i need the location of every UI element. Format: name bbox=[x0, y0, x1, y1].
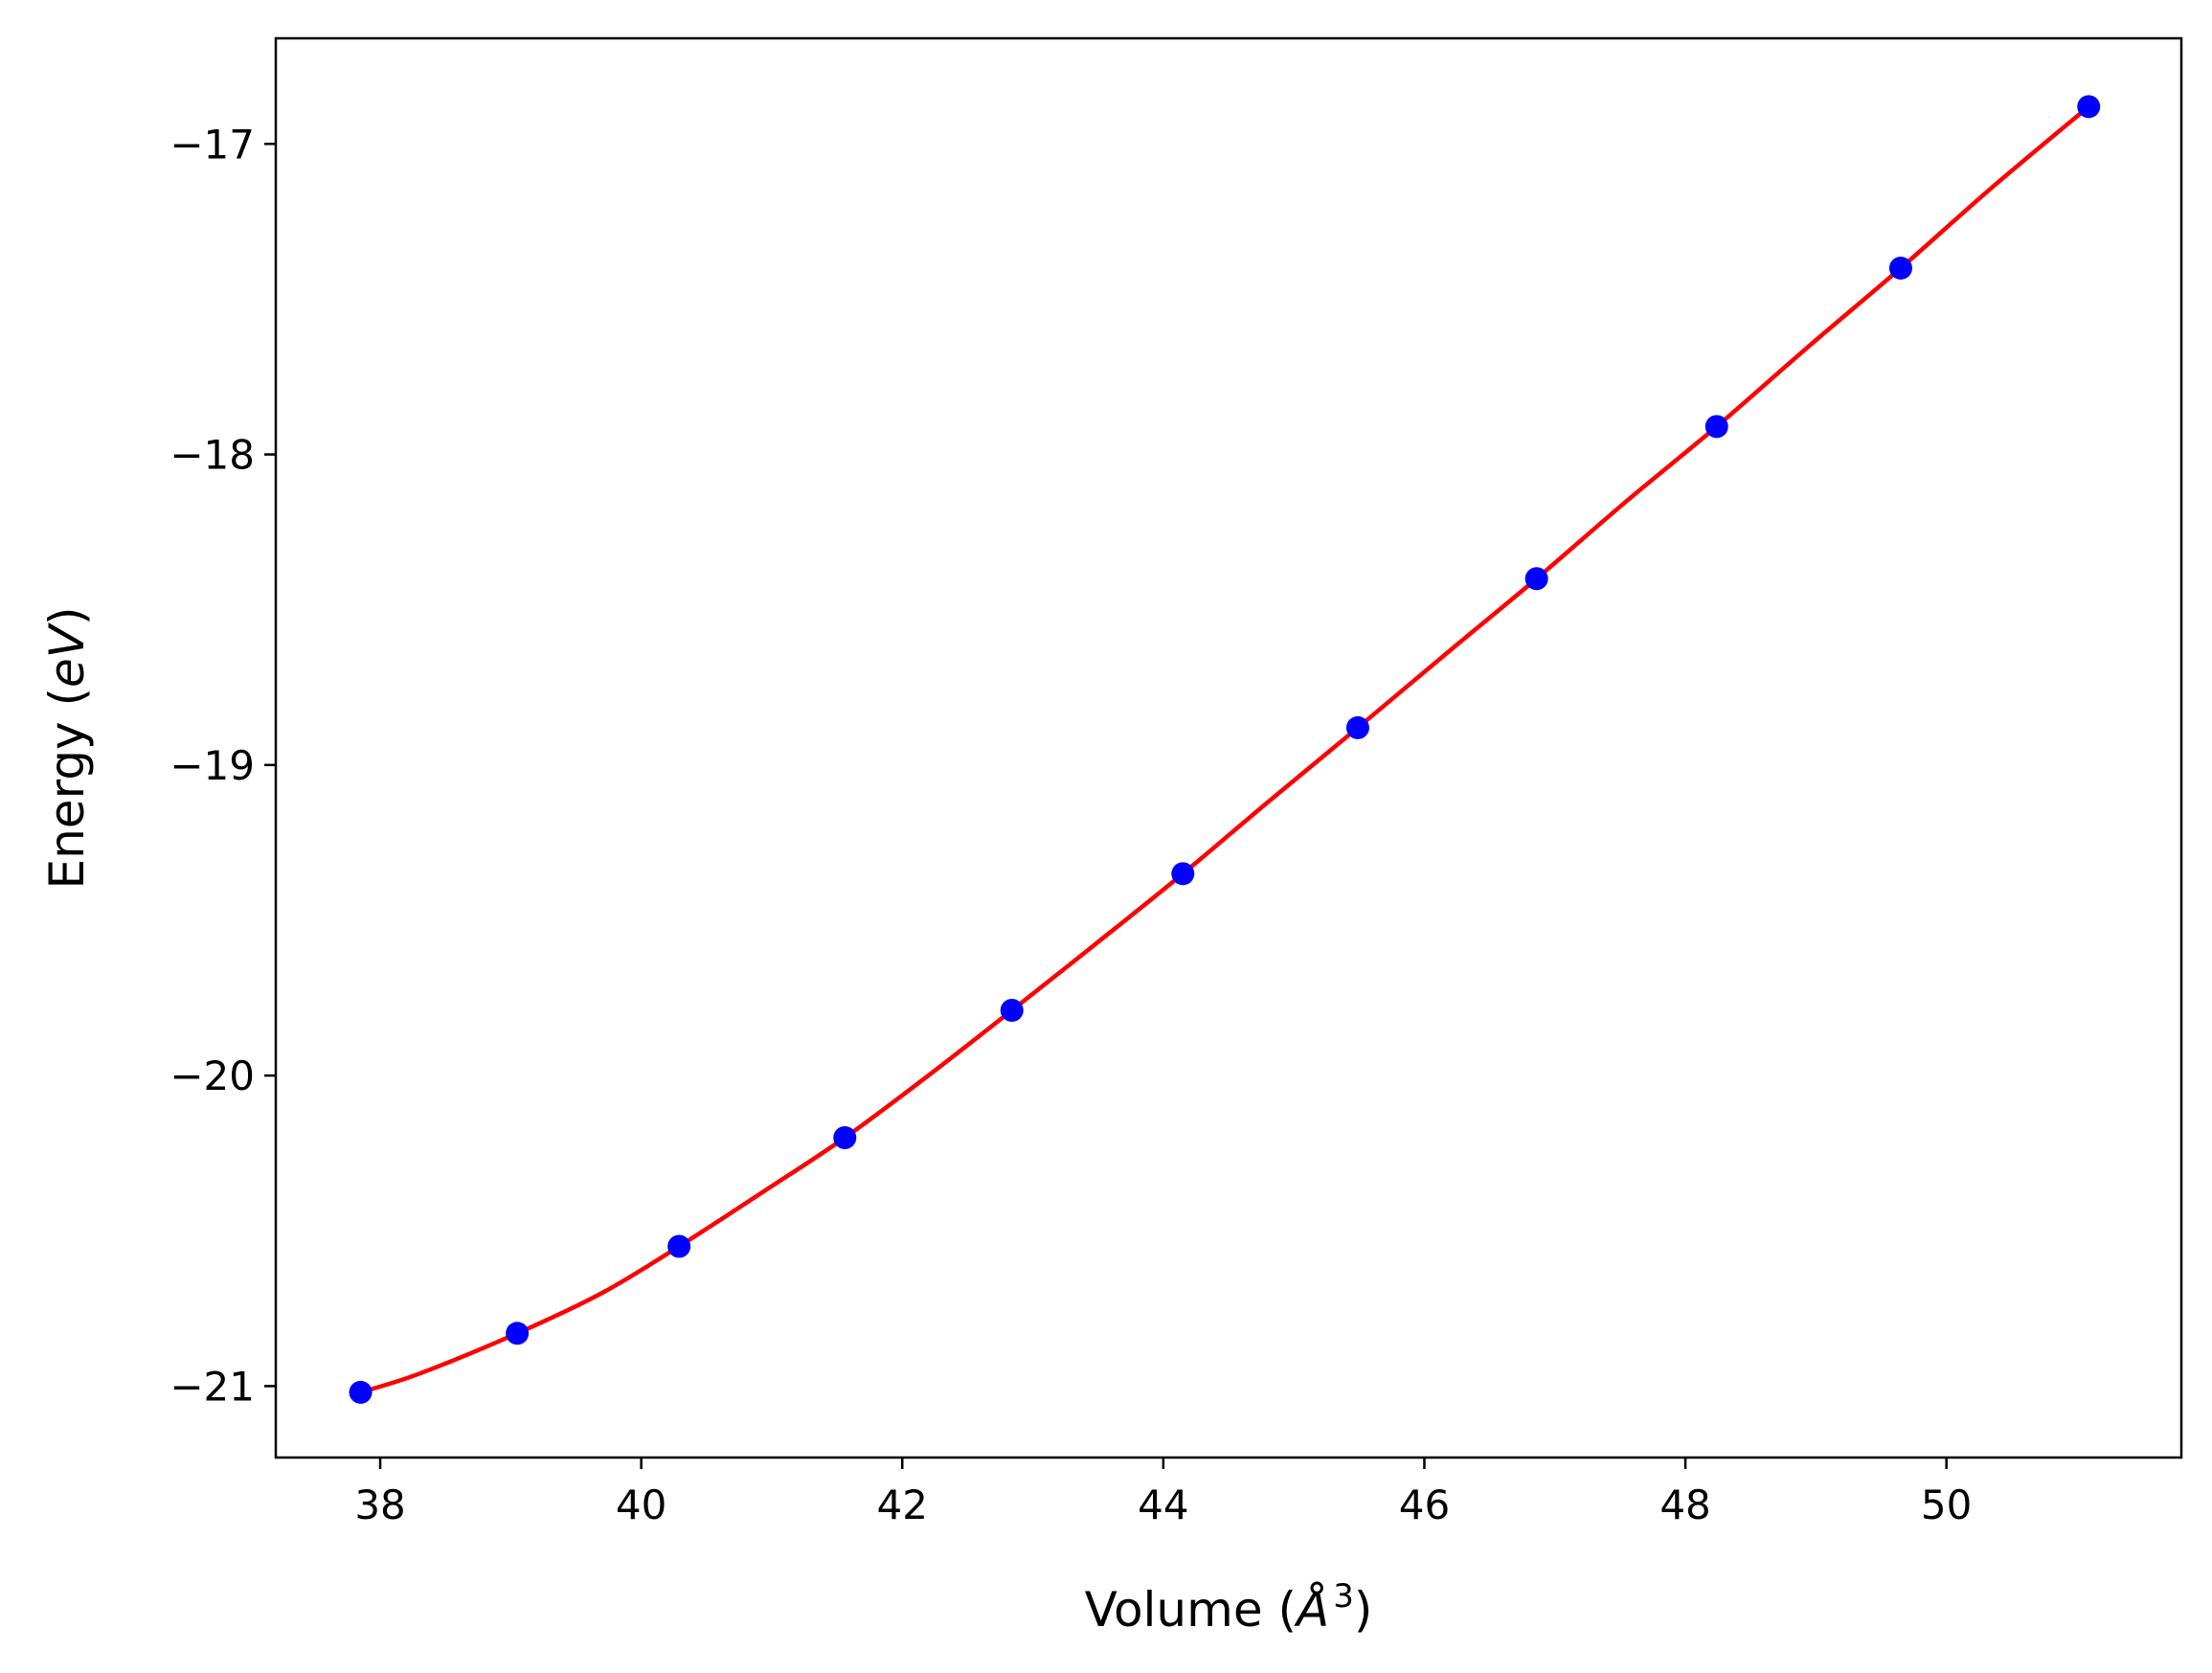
y-tick-label: −19 bbox=[169, 742, 255, 789]
x-tick-label: 50 bbox=[1921, 1481, 1972, 1528]
data-point bbox=[1171, 862, 1195, 886]
axes-frame bbox=[274, 36, 2183, 1459]
plot-area bbox=[349, 95, 2101, 1404]
y-tick-label: −21 bbox=[169, 1363, 255, 1410]
data-point bbox=[1704, 415, 1728, 439]
x-axis-title: Volume (Å 3) bbox=[1085, 1577, 1373, 1638]
data-point bbox=[667, 1234, 691, 1258]
y-tick-label: −18 bbox=[169, 432, 255, 479]
x-axis: 38 40 42 44 46 48 50 bbox=[354, 1458, 1972, 1528]
y-tick-label: −20 bbox=[169, 1052, 255, 1099]
y-axis-title: Energy (eV) bbox=[39, 607, 95, 890]
x-tick-label: 44 bbox=[1138, 1481, 1188, 1528]
x-tick-label: 38 bbox=[354, 1481, 405, 1528]
fit-curve bbox=[359, 104, 2090, 1395]
x-tick-label: 46 bbox=[1399, 1481, 1450, 1528]
data-point bbox=[2077, 95, 2101, 119]
data-point bbox=[1888, 256, 1912, 280]
x-tick-label: 40 bbox=[616, 1481, 666, 1528]
data-point bbox=[833, 1125, 857, 1149]
data-point bbox=[506, 1322, 530, 1345]
x-tick-label: 48 bbox=[1659, 1481, 1710, 1528]
x-tick-label: 42 bbox=[877, 1481, 928, 1528]
data-point bbox=[349, 1380, 372, 1404]
data-point bbox=[1524, 567, 1548, 591]
y-axis: −21 −20 −19 −18 −17 bbox=[169, 121, 276, 1410]
data-point bbox=[1345, 715, 1369, 739]
y-tick-label: −17 bbox=[169, 121, 255, 168]
data-point bbox=[1000, 999, 1024, 1023]
